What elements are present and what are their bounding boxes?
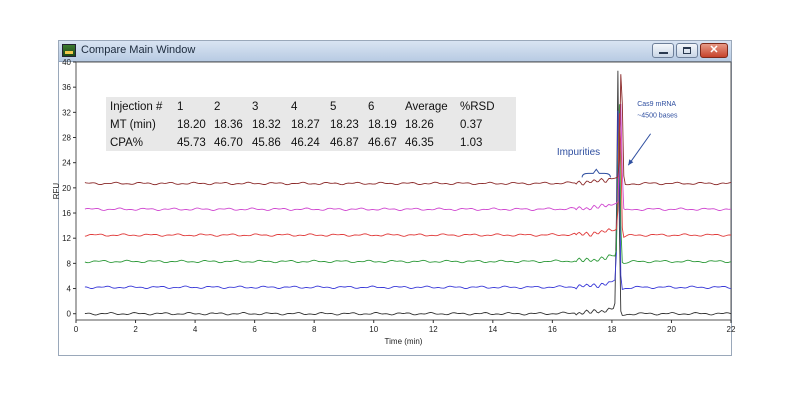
x-tick-label: 4 — [193, 325, 198, 334]
x-tick-label: 10 — [369, 325, 378, 334]
table-cell: Injection # — [110, 101, 163, 113]
app-icon — [62, 44, 76, 57]
table-cell: %RSD — [460, 101, 495, 113]
trace-line-3 — [84, 104, 732, 264]
table-cell: 18.26 — [405, 119, 434, 131]
cas9-arrow-shaft — [627, 133, 652, 166]
table-cell: 46.35 — [405, 137, 434, 149]
table-cell: MT (min) — [110, 119, 156, 131]
y-tick-label: 32 — [62, 108, 71, 117]
minimize-icon — [659, 52, 668, 54]
trace-line-4 — [84, 113, 732, 238]
table-cell: 45.86 — [252, 137, 281, 149]
cas9-label-line1: Cas9 mRNA — [637, 101, 676, 108]
window-title: Compare Main Window — [81, 44, 196, 56]
plot-frame — [75, 61, 732, 321]
table-cell: 5 — [330, 101, 336, 113]
table-cell: 46.70 — [214, 137, 243, 149]
table-cell: 18.19 — [368, 119, 397, 131]
table-cell: 4 — [291, 101, 298, 113]
trace-line-1 — [84, 70, 732, 316]
y-tick-label: 8 — [67, 259, 72, 268]
x-tick-label: 18 — [607, 325, 616, 334]
x-axis-title: Time (min) — [385, 337, 423, 346]
y-tick-label: 4 — [67, 285, 72, 294]
table-cell: 46.24 — [291, 137, 320, 149]
y-tick-label: 0 — [67, 310, 72, 319]
table-cell: 18.36 — [214, 119, 243, 131]
y-tick-label: 40 — [62, 58, 71, 67]
x-tick-label: 14 — [488, 325, 497, 334]
x-tick-label: 22 — [727, 325, 736, 334]
x-tick-label: 6 — [252, 325, 257, 334]
x-tick-label: 0 — [74, 325, 79, 334]
y-tick-label: 12 — [62, 234, 71, 243]
y-axis-title: RFU — [52, 183, 61, 200]
y-tick-label: 20 — [62, 184, 71, 193]
x-tick-label: 8 — [312, 325, 317, 334]
x-tick-label: 16 — [548, 325, 557, 334]
impurities-brace — [581, 168, 611, 178]
y-tick-label: 24 — [62, 159, 71, 168]
close-icon: ✕ — [709, 44, 719, 56]
minimize-button[interactable] — [652, 43, 674, 58]
trace-line-2 — [84, 110, 732, 291]
table-cell: 6 — [368, 101, 374, 113]
maximize-icon — [683, 47, 691, 54]
table-cell: 18.27 — [291, 119, 320, 131]
table-cell: 1 — [177, 101, 183, 113]
table-cell: 3 — [252, 101, 258, 113]
table-cell: 46.87 — [330, 137, 359, 149]
trace-line-5 — [84, 103, 732, 211]
y-tick-label: 28 — [62, 134, 71, 143]
x-tick-label: 2 — [133, 325, 138, 334]
table-cell: 18.23 — [330, 119, 359, 131]
x-tick-label: 12 — [429, 325, 438, 334]
table-cell: 45.73 — [177, 137, 206, 149]
cas9-label-line2: ~4500 bases — [637, 112, 678, 119]
table-cell: Average — [405, 101, 448, 113]
table-cell: 18.20 — [177, 119, 206, 131]
table-cell: 46.67 — [368, 137, 397, 149]
table-cell: 1.03 — [460, 137, 482, 149]
results-table-bg — [106, 97, 516, 151]
table-cell: 18.32 — [252, 119, 281, 131]
table-cell: CPA% — [110, 137, 143, 149]
impurities-label: Impurities — [557, 147, 600, 158]
close-button[interactable]: ✕ — [700, 43, 728, 58]
cas9-arrow-head — [628, 159, 634, 166]
x-tick-label: 20 — [667, 325, 676, 334]
maximize-button[interactable] — [676, 43, 698, 58]
y-tick-label: 16 — [62, 209, 71, 218]
table-cell: 2 — [214, 101, 220, 113]
y-tick-label: 36 — [62, 83, 71, 92]
table-cell: 0.37 — [460, 119, 482, 131]
trace-line-6 — [84, 74, 732, 186]
